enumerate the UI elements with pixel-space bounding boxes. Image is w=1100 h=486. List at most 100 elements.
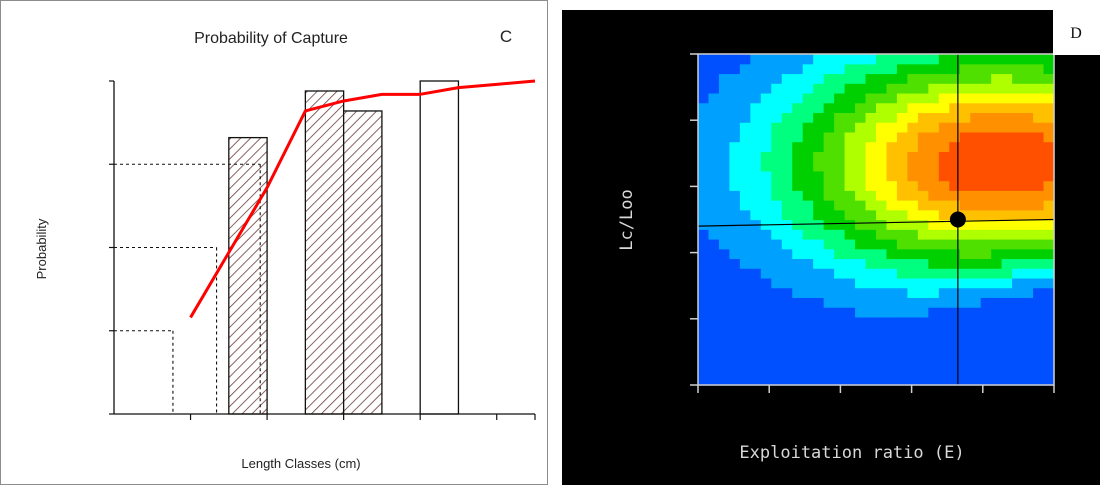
contour-cell: [760, 131, 772, 143]
contour-cell: [729, 141, 741, 152]
contour-cell: [1001, 238, 1013, 250]
contour-cell: [1022, 92, 1034, 104]
contour-cell: [823, 190, 835, 201]
contour-cell: [970, 200, 982, 211]
contour-cell: [865, 151, 877, 162]
contour-cell: [750, 375, 762, 386]
contour-cell: [949, 83, 961, 94]
contour-cell: [991, 122, 1003, 133]
contour-cell: [855, 131, 867, 143]
contour-cell: [959, 54, 971, 65]
contour-cell: [739, 238, 751, 250]
contour-cell: [1033, 170, 1045, 182]
contour-cell: [1001, 102, 1013, 114]
contour-cell: [781, 170, 793, 182]
contour-cell: [980, 248, 992, 260]
contour-cell: [813, 238, 825, 250]
contour-cell: [865, 209, 877, 221]
contour-cell: [928, 170, 940, 182]
contour-cell: [855, 346, 867, 357]
contour-cell: [991, 209, 1003, 221]
contour-cell: [928, 277, 940, 289]
contour-cell: [949, 346, 961, 357]
contour-cell: [834, 200, 846, 211]
contour-cell: [844, 170, 856, 182]
contour-cell: [760, 112, 772, 123]
contour-cell: [855, 268, 867, 279]
x-axis-label: Exploitation ratio (E): [739, 443, 964, 463]
contour-cell: [917, 238, 929, 250]
contour-cell: [760, 54, 772, 65]
contour-cell: [1033, 83, 1045, 94]
contour-cell: [760, 200, 772, 211]
contour-cell: [823, 307, 835, 318]
contour-cell: [708, 307, 720, 318]
contour-cell: [896, 375, 909, 386]
contour-cell: [907, 316, 919, 328]
contour-cell: [708, 141, 720, 152]
contour-cell: [876, 277, 888, 289]
contour-cell: [760, 229, 772, 240]
contour-cell: [1043, 375, 1055, 386]
contour-cell: [876, 122, 888, 133]
contour-cell: [949, 180, 961, 191]
contour-cell: [1033, 355, 1045, 367]
contour-cell: [792, 122, 804, 133]
contour-cell: [907, 336, 919, 347]
contour-cell: [865, 326, 877, 337]
contour-cell: [896, 83, 909, 94]
contour-cell: [1022, 355, 1034, 367]
contour-cell: [802, 365, 814, 376]
contour-cell: [896, 141, 909, 152]
contour-cell: [1043, 326, 1055, 337]
contour-cell: [938, 336, 950, 347]
contour-cell: [792, 229, 804, 240]
contour-cell: [792, 336, 804, 347]
contour-cell: [865, 297, 877, 308]
contour-cell: [718, 141, 731, 152]
contour-cell: [834, 170, 846, 182]
contour-cell: [708, 83, 720, 94]
contour-cell: [1001, 355, 1013, 367]
contour-cell: [1022, 297, 1034, 308]
contour-cell: [781, 326, 793, 337]
contour-cell: [865, 248, 877, 260]
contour-cell: [1022, 102, 1034, 114]
contour-cell: [1033, 209, 1045, 221]
contour-cell: [802, 248, 814, 260]
contour-cell: [949, 297, 961, 308]
contour-cell: [991, 170, 1003, 182]
contour-cell: [949, 268, 961, 279]
contour-cell: [991, 73, 1003, 84]
contour-cell: [876, 54, 888, 65]
contour-cell: [928, 238, 940, 250]
contour-cell: [729, 326, 741, 337]
contour-cell: [886, 102, 898, 114]
contour-cell: [1043, 122, 1055, 133]
contour-cell: [1033, 268, 1045, 279]
contour-cell: [844, 141, 856, 152]
contour-cell: [980, 190, 992, 201]
contour-cell: [980, 307, 992, 318]
contour-cell: [959, 151, 971, 162]
contour-cell: [907, 200, 919, 211]
contour-cell: [698, 112, 710, 123]
contour-cell: [938, 170, 950, 182]
contour-cell: [834, 54, 846, 65]
contour-cell: [855, 102, 867, 114]
contour-cell: [907, 326, 919, 337]
contour-cell: [886, 83, 898, 94]
contour-cell: [980, 336, 992, 347]
contour-cell: [834, 307, 846, 318]
contour-cell: [980, 200, 992, 211]
contour-cell: [760, 336, 772, 347]
contour-cell: [844, 112, 856, 123]
contour-cell: [907, 170, 919, 182]
contour-cell: [1012, 209, 1024, 221]
contour-cell: [907, 161, 919, 172]
contour-cell: [823, 63, 835, 75]
contour-cell: [991, 229, 1003, 240]
contour-cell: [1033, 326, 1045, 337]
contour-cell: [834, 355, 846, 367]
contour-cell: [959, 346, 971, 357]
